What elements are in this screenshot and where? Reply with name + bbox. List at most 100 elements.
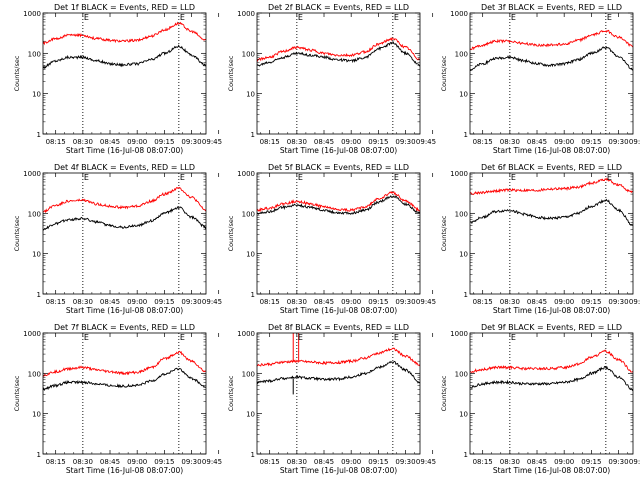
x-tick-label: 09:15 — [368, 298, 388, 306]
y-tick-label: 10 — [246, 411, 255, 419]
y-axis-label: Counts/sec — [440, 375, 448, 411]
x-tick-label: 08:30 — [287, 298, 307, 306]
plot-area — [470, 333, 633, 454]
y-axis-label: Counts/sec — [227, 215, 235, 251]
chart-title: Det 8f BLACK = Events, RED = LLD — [268, 323, 409, 332]
event-marker-label: E — [511, 333, 516, 342]
plot-frame — [42, 172, 207, 295]
series-lld-line — [43, 186, 206, 214]
series-events-line — [43, 44, 206, 70]
y-axis-label: Counts/sec — [13, 215, 21, 251]
y-tick-label: 1 — [464, 291, 468, 299]
event-marker-label: E — [84, 13, 89, 22]
plot-area — [43, 13, 206, 134]
event-marker-label: E — [84, 173, 89, 182]
x-tick-label: 08:15 — [473, 458, 493, 466]
y-tick-label: 10 — [32, 251, 41, 259]
event-marker-label: E — [298, 13, 303, 22]
x-tick-label: 09:30 — [395, 298, 415, 306]
y-tick-label: 100 — [28, 50, 41, 58]
x-tick-label: 09:45 — [202, 458, 222, 466]
x-tick-label: 08:30 — [287, 458, 307, 466]
y-tick-label: 10 — [246, 91, 255, 99]
x-tick-label: 09:15 — [368, 138, 388, 146]
plot-area — [43, 173, 206, 294]
y-tick-label: 10 — [246, 251, 255, 259]
x-tick-label: 09:30 — [181, 298, 201, 306]
plot-area — [257, 333, 420, 454]
event-marker-label: E — [511, 173, 516, 182]
series-lld-line — [257, 347, 420, 367]
event-marker-label: E — [180, 13, 185, 22]
event-marker-label: E — [84, 333, 89, 342]
event-marker-label: E — [607, 173, 612, 182]
x-tick-label: 09:00 — [341, 458, 361, 466]
x-tick-label: 08:15 — [260, 298, 280, 306]
y-tick-label: 100 — [28, 210, 41, 218]
x-tick-label: 09:30 — [608, 138, 628, 146]
event-marker-label: E — [394, 333, 399, 342]
x-tick-label: 08:15 — [473, 138, 493, 146]
x-axis-label: Start Time (16-Jul-08 08:07:00) — [493, 306, 610, 315]
x-tick-label: 09:30 — [181, 458, 201, 466]
x-tick-label: 08:45 — [314, 458, 334, 466]
x-tick-label: 09:15 — [581, 298, 601, 306]
event-marker-label: E — [298, 333, 303, 342]
plot-area — [470, 173, 633, 294]
y-tick-label: 1 — [251, 451, 255, 459]
x-tick-label: 08:45 — [100, 298, 120, 306]
x-tick-label: 08:45 — [527, 138, 547, 146]
x-axis-label: Start Time (16-Jul-08 08:07:00) — [66, 146, 183, 155]
x-tick-label: 09:30 — [395, 458, 415, 466]
plot-frame — [256, 12, 421, 135]
y-tick-label: 1 — [464, 131, 468, 139]
series-events-line — [257, 194, 420, 216]
x-tick-label: 08:15 — [473, 298, 493, 306]
series-events-line — [43, 367, 206, 392]
chart-title: Det 7f BLACK = Events, RED = LLD — [54, 323, 195, 332]
event-marker-label: E — [607, 333, 612, 342]
chart-title: Det 1f BLACK = Events, RED = LLD — [54, 3, 195, 12]
x-tick-label: 09:15 — [154, 458, 174, 466]
chart-title: Det 2f BLACK = Events, RED = LLD — [268, 3, 409, 12]
chart-title: Det 5f BLACK = Events, RED = LLD — [268, 163, 409, 172]
plot-frame — [256, 172, 421, 295]
x-tick-label: 09:00 — [341, 138, 361, 146]
x-axis-label: Start Time (16-Jul-08 08:07:00) — [280, 466, 397, 475]
x-tick-label: 09:00 — [127, 298, 147, 306]
x-tick-label: 09:45 — [629, 298, 640, 306]
chart-title: Det 3f BLACK = Events, RED = LLD — [481, 3, 622, 12]
y-axis-label: Counts/sec — [13, 55, 21, 91]
series-events-line — [257, 360, 420, 385]
x-axis-label: Start Time (16-Jul-08 08:07:00) — [66, 466, 183, 475]
event-marker-label: E — [394, 173, 399, 182]
plot-area — [257, 173, 420, 294]
x-tick-label: 08:45 — [527, 298, 547, 306]
x-axis-label: Start Time (16-Jul-08 08:07:00) — [280, 146, 397, 155]
x-tick-label: 08:45 — [100, 458, 120, 466]
series-lld-line — [257, 36, 420, 63]
plot-area — [43, 333, 206, 454]
x-tick-label: 08:45 — [314, 138, 334, 146]
plot-frame — [469, 332, 634, 455]
event-marker-label: E — [394, 13, 399, 22]
x-tick-label: 08:30 — [500, 458, 520, 466]
y-tick-label: 1000 — [237, 330, 255, 338]
x-tick-label: 08:30 — [500, 298, 520, 306]
y-tick-label: 1 — [251, 291, 255, 299]
event-marker-label: E — [180, 173, 185, 182]
series-events-line — [470, 198, 633, 226]
y-tick-label: 1000 — [23, 10, 41, 18]
y-tick-label: 10 — [32, 91, 41, 99]
y-tick-label: 10 — [32, 411, 41, 419]
plot-frame — [256, 332, 421, 455]
x-tick-label: 08:30 — [73, 138, 93, 146]
x-tick-label: 09:15 — [581, 138, 601, 146]
x-tick-label: 09:00 — [127, 458, 147, 466]
y-tick-label: 1000 — [23, 170, 41, 178]
